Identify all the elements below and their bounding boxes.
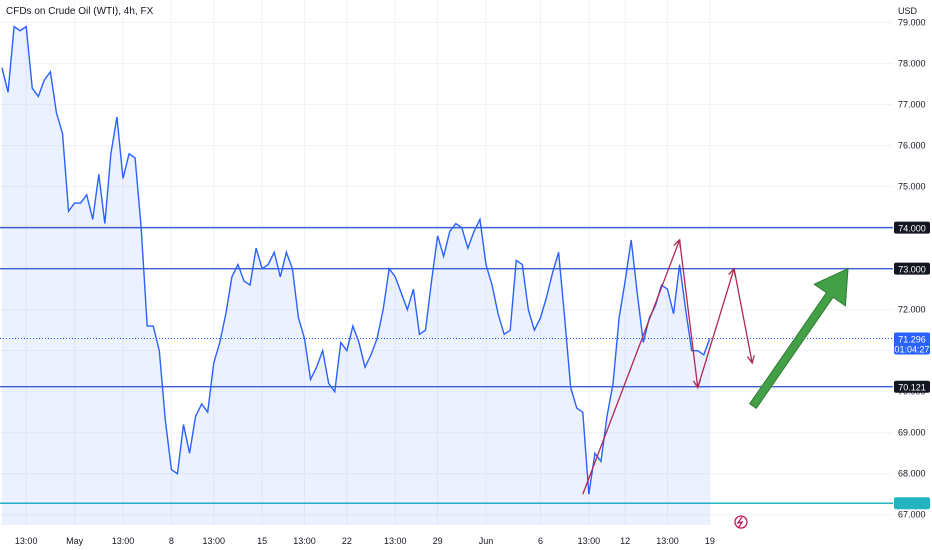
x-tick-label: 15 (257, 536, 267, 546)
y-tick-label: 78.000 (898, 59, 926, 69)
y-tick-label: 79.000 (898, 18, 926, 28)
x-tick-label: 13:00 (293, 536, 316, 546)
x-tick-label: 12 (620, 536, 630, 546)
last-price-badge-text: 71.296 (898, 335, 926, 345)
x-tick-label: 6 (538, 536, 543, 546)
x-tick-label: May (66, 536, 84, 546)
x-tick-label: 29 (433, 536, 443, 546)
level-badge-support-low (894, 497, 930, 510)
price-area-fill (2, 26, 710, 525)
chart-title: CFDs on Crude Oil (WTI), 4h, FX (6, 6, 154, 17)
y-tick-label: 67.000 (898, 510, 926, 520)
zigzag-arrowhead (692, 379, 701, 390)
y-tick-label: 75.000 (898, 182, 926, 192)
level-badge-support-70-text: 70.121 (898, 383, 926, 393)
level-badge-resistance-73-text: 73.000 (898, 265, 926, 275)
zigzag-arrowhead (673, 238, 681, 248)
green-arrow-annotation[interactable] (749, 267, 849, 409)
y-tick-label: 69.000 (898, 428, 926, 438)
horizontal-levels[interactable] (0, 226, 893, 504)
level-badge-resistance-74 (894, 221, 930, 234)
x-tick-label: 13:00 (112, 536, 135, 546)
x-tick-label: 13:00 (578, 536, 601, 546)
x-tick-label: 19 (705, 536, 715, 546)
y-tick-label: 72.000 (898, 305, 926, 315)
x-tick-label: 13:00 (656, 536, 679, 546)
zigzag-arrowhead (746, 355, 755, 365)
flash-icon-bolt (736, 516, 744, 528)
flash-icon[interactable] (734, 515, 748, 529)
price-line (1, 25, 711, 495)
currency-label: USD (898, 6, 918, 16)
x-tick-label: 13:00 (202, 536, 225, 546)
x-tick-label: 13:00 (384, 536, 407, 546)
level-badge-support-70 (894, 380, 930, 393)
last-price-badge-text: 01:04:27 (894, 345, 929, 355)
level-badge-resistance-74-text: 74.000 (898, 224, 926, 234)
x-tick-label: Jun (479, 536, 494, 546)
y-tick-label: 77.000 (898, 100, 926, 110)
zigzag-arrowhead (728, 267, 736, 277)
level-badge-resistance-73 (894, 262, 930, 275)
y-tick-label: 68.000 (898, 469, 926, 479)
x-tick-label: 8 (169, 536, 174, 546)
time-axis[interactable]: 13:00 May 13:00 8 13:00 15 13:00 22 13:00 29 Jun 6 1… (15, 536, 715, 546)
x-tick-label: 22 (342, 536, 352, 546)
y-tick-label: 76.000 (898, 141, 926, 151)
x-tick-label: 13:00 (15, 536, 38, 546)
zigzag-arrowheads (673, 238, 755, 390)
flash-icon-circle (734, 515, 748, 529)
last-price-badge (894, 332, 930, 355)
